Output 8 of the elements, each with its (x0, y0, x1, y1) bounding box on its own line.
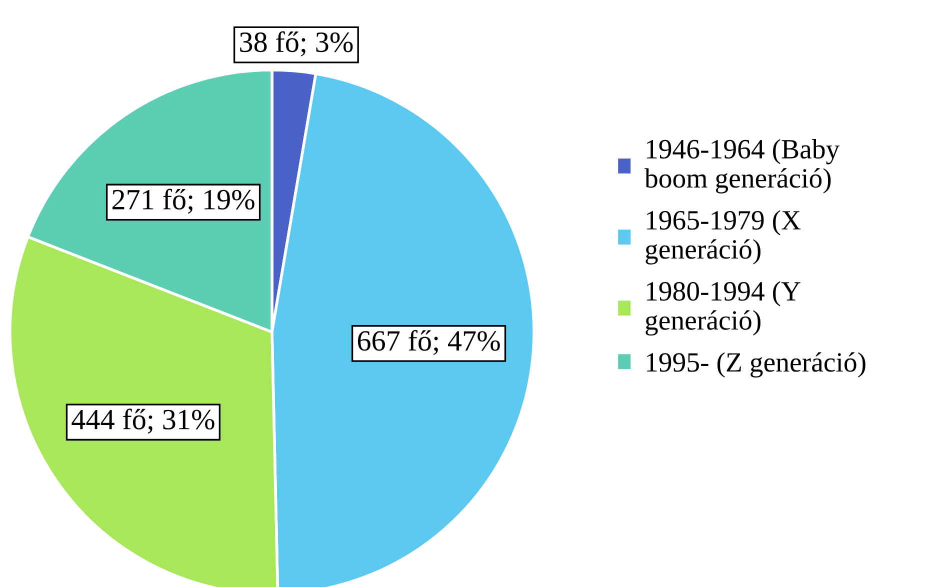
legend-label: 1946-1964 (Baby boom generáció) (644, 139, 840, 194)
data-label: 271 fő; 19% (112, 188, 254, 214)
legend-label: 1995- (Z generáció) (646, 352, 866, 378)
legend-label: 1980-1994 (Y generáció) (646, 281, 800, 336)
data-label: 444 fő; 31% (72, 408, 214, 434)
legend-label: 1965-1979 (X generáció) (646, 210, 801, 265)
data-label: 667 fő; 47% (358, 330, 500, 355)
data-label: 38 fő; 3% (240, 31, 353, 56)
